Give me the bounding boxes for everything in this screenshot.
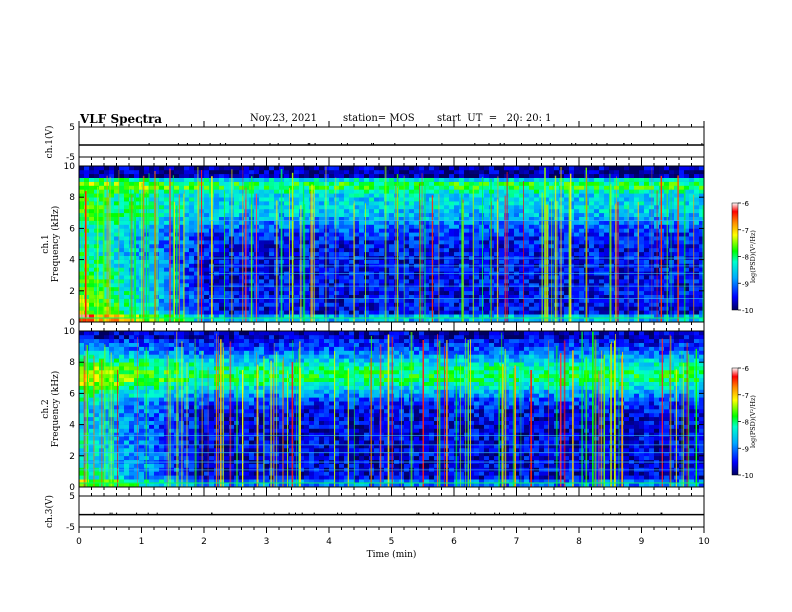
x-tick-label: 3 [264,537,270,547]
y-tick-label: 8 [69,193,75,203]
channel-label: ch.1 [41,234,51,253]
station-label: station= MOS [343,113,415,124]
x-tick-label: 6 [451,537,457,547]
colorbar-label: log(PSD)(V²/Hz) [749,395,757,448]
colorbar-tick-label: -7 [742,392,749,400]
colorbar-tick-label: -7 [742,227,749,235]
colorbar-label: log(PSD)(V²/Hz) [749,230,757,283]
x-tick-label: 7 [514,537,520,547]
colorbar-tick-label: -10 [742,472,753,480]
spectrogram-2 [79,331,705,488]
colorbar-tick-label: -8 [742,419,749,427]
y-tick-label: 5 [69,123,75,133]
colorbar-tick-label: -9 [742,445,749,453]
y-axis-label: ch.1(V) [44,126,55,159]
x-tick-label: 10 [698,537,710,547]
channel-label: ch.2 [41,399,51,418]
y-tick-label: 10 [64,327,76,337]
start-time-label: start UT = 20: 20: 1 [437,113,552,124]
y-tick-label: 2 [69,287,75,297]
y-tick-label: 0 [69,318,75,328]
y-tick-label: 0 [69,483,75,493]
x-tick-label: 9 [639,537,645,547]
x-tick-label: 4 [326,537,332,547]
x-tick-label: 5 [389,537,395,547]
date-label: Nov.23, 2021 [250,113,317,124]
y-tick-label: -5 [66,153,75,163]
chart-title: VLF Spectra [80,112,163,126]
y-tick-label: -5 [66,523,75,533]
colorbar [731,202,739,311]
y-axis-label: ch.3(V) [44,495,55,528]
y-axis-label: Frequency (kHz) [50,206,61,283]
y-tick-label: 4 [69,421,75,431]
y-tick-label: 2 [69,452,75,462]
y-tick-label: 8 [69,358,75,368]
spectrogram-1 [79,166,705,323]
colorbar-tick-label: -9 [742,280,749,288]
panel-frame [78,495,705,528]
x-tick-label: 8 [576,537,582,547]
panel-frame [78,126,705,158]
y-tick-label: 4 [69,256,75,266]
y-tick-label: 5 [69,492,75,502]
x-tick-label: 1 [139,537,145,547]
colorbar-tick-label: -10 [742,307,753,315]
colorbar-tick-label: -6 [742,365,750,373]
y-tick-label: 6 [69,389,75,399]
y-tick-label: 10 [64,162,76,172]
y-axis-label: Frequency (kHz) [50,371,61,448]
colorbar-tick-label: -8 [742,254,749,262]
x-axis-label: Time (min) [367,549,417,560]
y-tick-label: 6 [69,224,75,234]
colorbar [731,367,739,476]
x-tick-label: 2 [201,537,207,547]
colorbar-tick-label: -6 [742,200,750,208]
x-tick-label: 0 [76,537,82,547]
